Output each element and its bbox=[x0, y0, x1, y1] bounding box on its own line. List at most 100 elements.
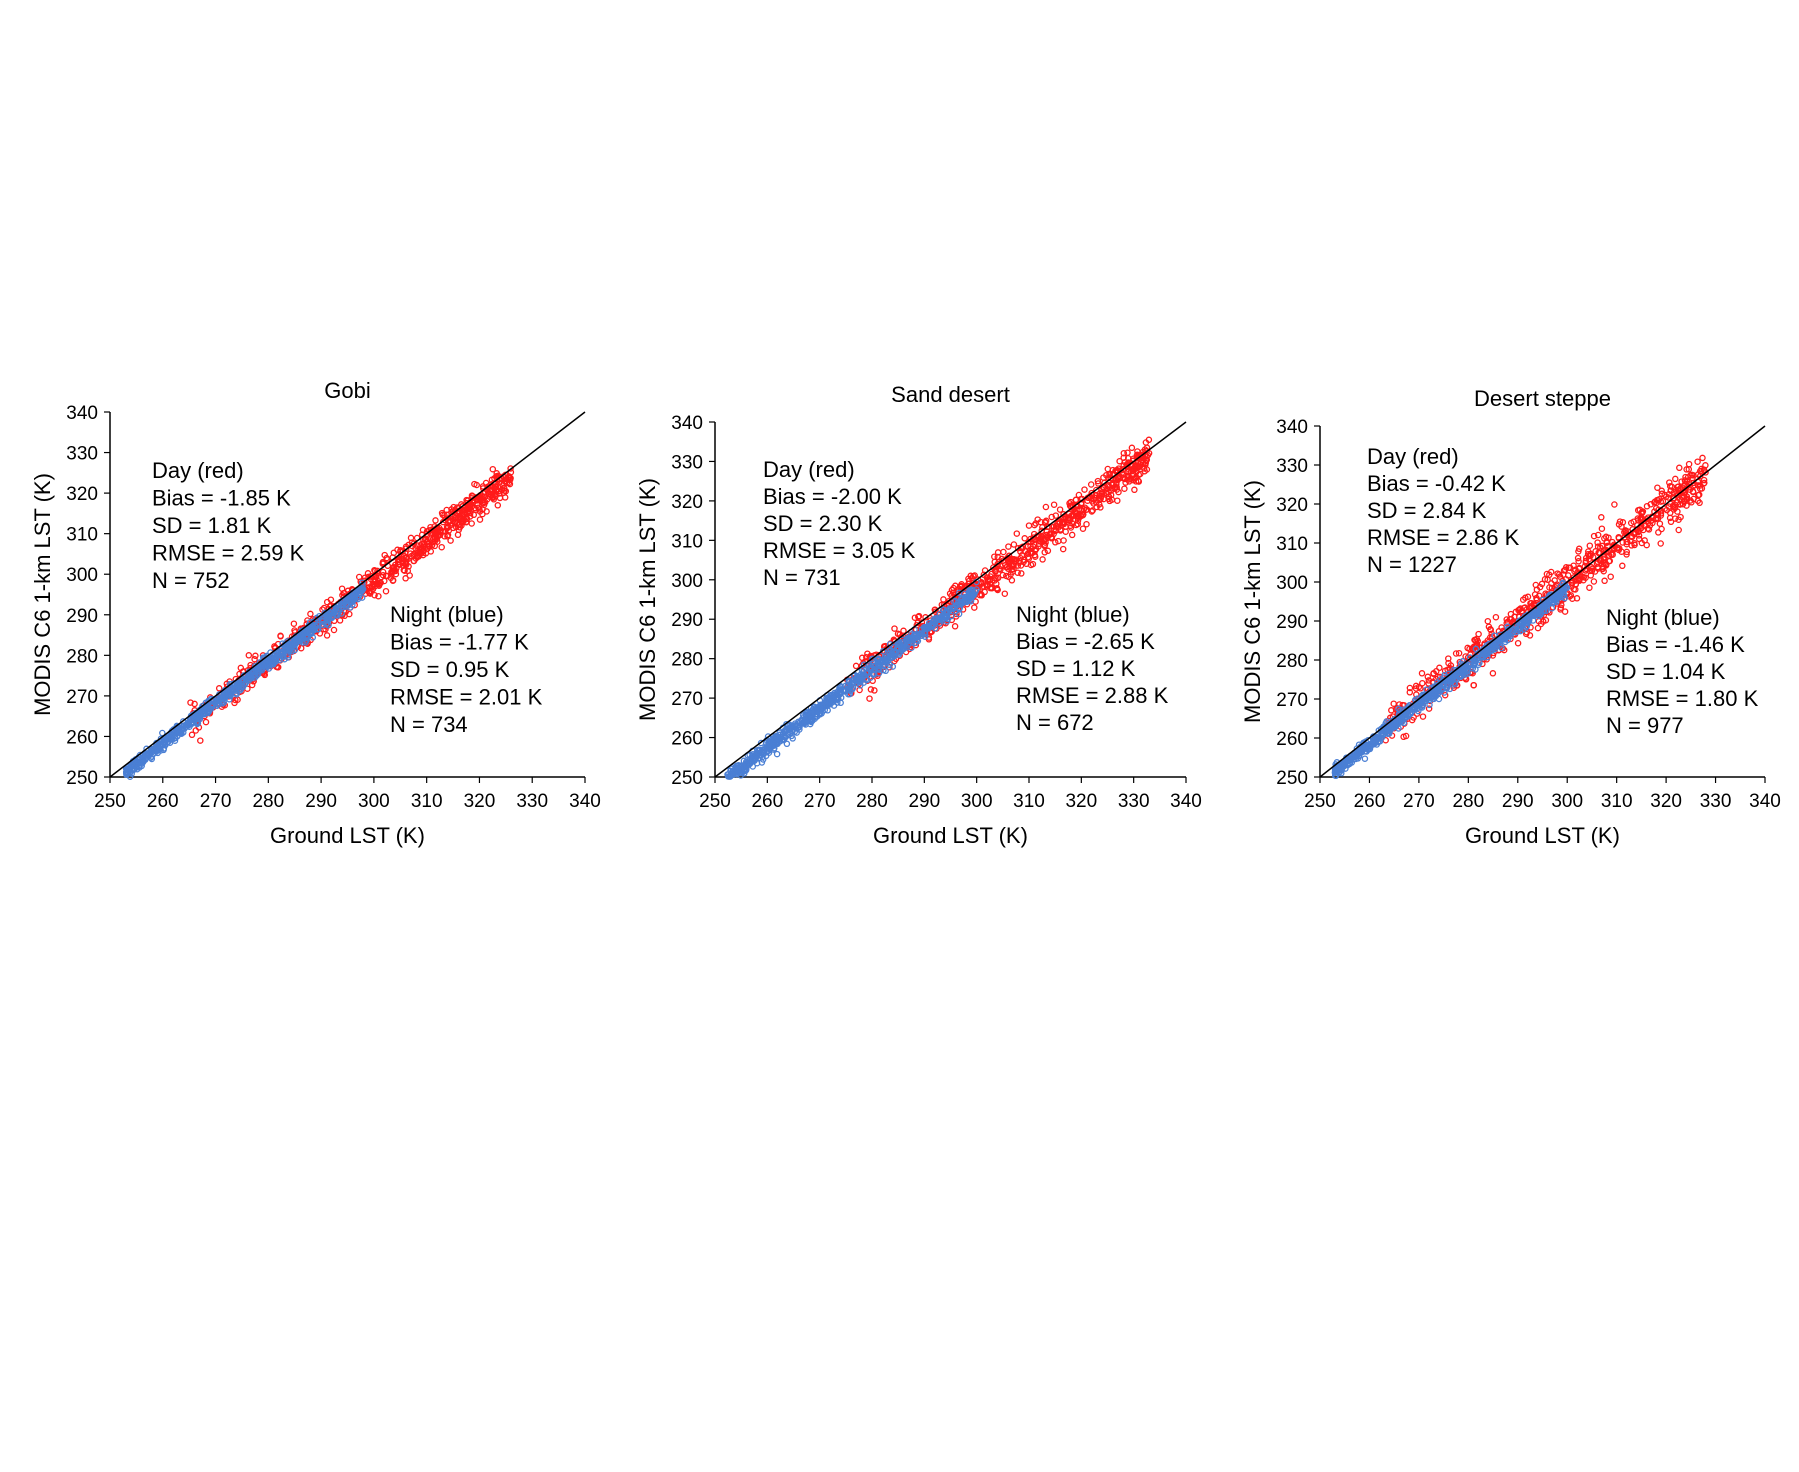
day-point bbox=[371, 566, 378, 574]
night-point bbox=[1562, 583, 1570, 591]
day-point bbox=[1621, 533, 1628, 541]
night-point bbox=[159, 729, 166, 737]
day-point bbox=[1142, 459, 1149, 467]
day-point bbox=[232, 696, 239, 704]
y-tick-label: 250 bbox=[671, 768, 703, 789]
x-tick-label: 260 bbox=[1354, 791, 1386, 812]
night-point bbox=[1472, 645, 1480, 653]
night-point bbox=[795, 718, 802, 725]
day-point bbox=[1695, 491, 1703, 498]
night-point bbox=[745, 761, 752, 768]
night-point bbox=[869, 655, 876, 662]
night-point bbox=[1361, 755, 1369, 762]
night-point bbox=[1430, 693, 1437, 700]
day-point bbox=[1125, 468, 1132, 475]
day-point bbox=[202, 718, 210, 726]
x-tick-label: 270 bbox=[200, 791, 232, 812]
day-point bbox=[447, 537, 454, 544]
day-point bbox=[1075, 491, 1083, 499]
day-point bbox=[1636, 506, 1644, 513]
day-point bbox=[968, 575, 976, 582]
day-point bbox=[1095, 480, 1102, 487]
day-point bbox=[418, 540, 426, 548]
y-tick-label: 270 bbox=[671, 689, 703, 710]
day-point bbox=[1700, 466, 1708, 473]
day-point bbox=[1018, 570, 1025, 577]
panel-title: Desert steppe bbox=[1474, 386, 1611, 411]
day-point bbox=[991, 553, 998, 560]
day-point bbox=[323, 632, 331, 639]
night-point bbox=[123, 769, 131, 777]
day-point bbox=[1076, 514, 1083, 521]
night-point bbox=[1514, 627, 1522, 634]
day-point bbox=[1418, 670, 1426, 677]
day-point bbox=[994, 586, 1001, 594]
day-point bbox=[502, 487, 510, 495]
y-tick-label: 340 bbox=[671, 413, 703, 434]
day-point bbox=[1054, 523, 1061, 530]
day-point bbox=[1670, 506, 1678, 513]
day-point bbox=[1573, 595, 1581, 602]
day-point bbox=[1555, 571, 1563, 578]
day-point bbox=[1121, 485, 1128, 492]
day-point bbox=[1635, 535, 1643, 543]
y-tick-label: 270 bbox=[66, 687, 98, 708]
night-point bbox=[770, 740, 777, 747]
day-point bbox=[1576, 577, 1583, 585]
day-point bbox=[1061, 515, 1068, 522]
day-point bbox=[251, 655, 258, 663]
day-point bbox=[473, 497, 481, 504]
day-point bbox=[1679, 500, 1687, 508]
day-point bbox=[1094, 477, 1102, 485]
day-point bbox=[1015, 559, 1023, 566]
day-point bbox=[1492, 613, 1500, 621]
day-point bbox=[274, 664, 281, 671]
day-point bbox=[1048, 513, 1055, 521]
day-point bbox=[1700, 476, 1708, 484]
day-point bbox=[1072, 496, 1080, 504]
x-tick-label: 280 bbox=[1452, 791, 1484, 812]
y-tick-label: 340 bbox=[1276, 417, 1308, 438]
y-tick-label: 260 bbox=[1276, 729, 1308, 750]
x-tick-label: 320 bbox=[1650, 791, 1682, 812]
day-point bbox=[1100, 495, 1107, 503]
panel-2: Sand desert 250 260 270 280 290 300 310 320 330 34… bbox=[635, 382, 1202, 848]
day-point bbox=[1681, 489, 1688, 497]
day-point bbox=[1087, 481, 1095, 488]
night-point bbox=[1485, 647, 1492, 654]
day-point bbox=[1516, 606, 1523, 613]
night-point bbox=[1499, 634, 1507, 642]
night-point bbox=[326, 611, 333, 619]
day-point bbox=[489, 465, 497, 473]
night-point bbox=[877, 659, 884, 667]
day-point bbox=[1059, 545, 1067, 553]
day-point bbox=[307, 610, 314, 618]
day-point bbox=[1687, 497, 1694, 504]
day-point bbox=[1601, 577, 1608, 585]
day-point bbox=[999, 571, 1007, 579]
night-point bbox=[284, 652, 292, 659]
day-point bbox=[252, 652, 259, 660]
day-point bbox=[407, 534, 415, 542]
y-tick-label: 260 bbox=[66, 727, 98, 748]
day-point bbox=[215, 685, 223, 692]
day-point bbox=[1635, 532, 1643, 539]
day-point bbox=[852, 662, 860, 670]
night-point bbox=[1390, 720, 1397, 727]
one-to-one-line bbox=[109, 411, 586, 778]
day-point bbox=[1676, 496, 1684, 503]
day-point bbox=[958, 582, 965, 590]
day-point bbox=[1000, 548, 1007, 556]
day-point bbox=[1034, 516, 1041, 523]
day-point bbox=[1083, 520, 1090, 528]
night-stats-line: RMSE = 2.88 K bbox=[1016, 683, 1169, 708]
day-point bbox=[1667, 487, 1675, 494]
day-point bbox=[1655, 506, 1662, 513]
day-point bbox=[1406, 689, 1414, 696]
x-tick-label: 340 bbox=[569, 791, 601, 812]
day-point bbox=[1115, 474, 1122, 481]
y-tick-label: 310 bbox=[671, 531, 703, 552]
night-point bbox=[308, 630, 315, 637]
day-point bbox=[1402, 732, 1410, 740]
day-point bbox=[1419, 713, 1427, 720]
